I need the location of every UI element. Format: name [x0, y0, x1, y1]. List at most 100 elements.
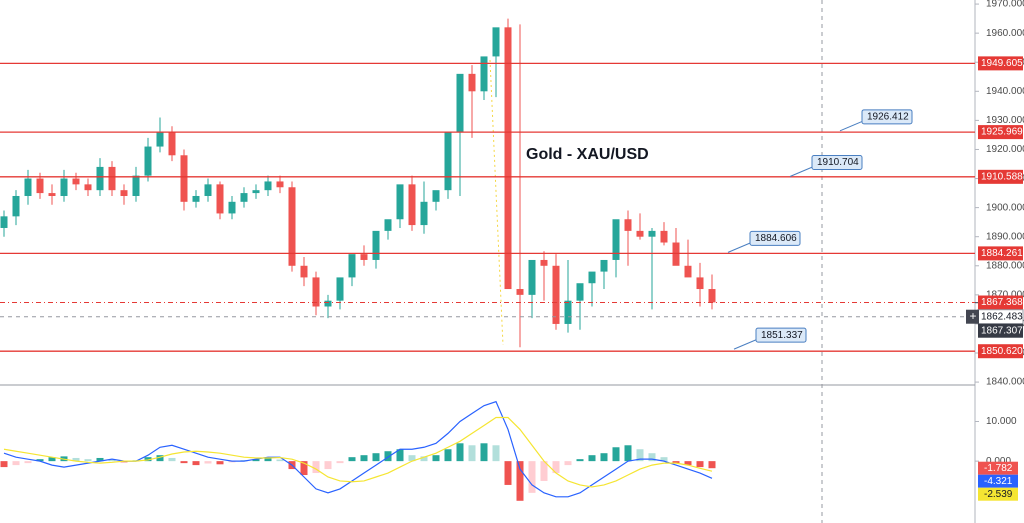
level-label: 1884.261	[981, 248, 1023, 259]
candle-body	[168, 132, 176, 156]
candle-body	[228, 201, 236, 214]
candle-body	[552, 265, 560, 324]
histogram-bar	[144, 457, 152, 462]
callout-label: 1884.606	[755, 233, 797, 244]
histogram-bar	[204, 461, 212, 464]
histogram-bar	[456, 443, 464, 462]
candle-body	[600, 259, 608, 272]
candle-body	[72, 178, 80, 185]
histogram-bar	[324, 461, 332, 470]
histogram-bar	[48, 457, 56, 462]
candle-body	[276, 181, 284, 188]
histogram-bar	[672, 461, 680, 464]
callout-label: 1926.412	[867, 111, 909, 122]
candle-body	[48, 193, 56, 196]
histogram-bar	[540, 461, 548, 481]
histogram-bar	[24, 461, 32, 464]
level-label-box	[978, 125, 1023, 140]
histogram-bar	[636, 449, 644, 462]
candle-body	[360, 254, 368, 260]
histogram-bar	[312, 461, 320, 474]
candle-body	[696, 277, 704, 290]
histogram-bar	[468, 445, 476, 462]
histogram-bar	[552, 461, 560, 474]
histogram-bar	[492, 445, 500, 462]
candle-body	[216, 184, 224, 214]
candle-body	[396, 184, 404, 220]
candle-body	[540, 259, 548, 266]
histogram-bar	[96, 457, 104, 462]
y-tick-label: 1900.000	[986, 202, 1024, 213]
level-label: 1910.588	[981, 171, 1023, 182]
candle-body	[636, 230, 644, 237]
last-value-box	[978, 487, 1018, 501]
last-value-label: -1.782	[984, 463, 1013, 474]
histogram-bar	[300, 461, 308, 476]
callout-label: 1910.704	[817, 157, 859, 168]
candle-body	[576, 283, 584, 301]
histogram-bar	[372, 453, 380, 462]
add-button[interactable]	[966, 309, 979, 324]
histogram-bar	[648, 453, 656, 462]
candle-body	[132, 175, 140, 196]
last-value-box	[978, 461, 1018, 475]
level-label-box	[978, 246, 1023, 261]
candle-body	[384, 219, 392, 231]
candle-body	[444, 132, 452, 191]
histogram-bar	[252, 459, 260, 462]
marker-box	[978, 295, 1023, 310]
histogram-bar	[216, 461, 224, 465]
candle-body	[204, 184, 212, 196]
marker-label: 1862.483	[981, 311, 1023, 322]
histogram-bar	[84, 459, 92, 462]
candle-body	[456, 73, 464, 133]
histogram-bar	[264, 457, 272, 462]
histogram-bar	[396, 449, 404, 462]
y-tick-label: 10.000	[986, 416, 1017, 427]
candle-body	[252, 190, 260, 194]
histogram-bar	[420, 456, 428, 462]
y-tick-label: 1880.000	[986, 260, 1024, 271]
histogram-bar	[480, 443, 488, 462]
histogram-bar	[72, 457, 80, 462]
candle-body	[516, 289, 524, 295]
candle-body	[300, 265, 308, 278]
candle-body	[624, 219, 632, 231]
histogram-bar	[348, 457, 356, 462]
callout-label: 1851.337	[761, 330, 803, 341]
candle-body	[156, 132, 164, 147]
histogram-bar	[192, 461, 200, 466]
y-tick-label: 1970.000	[986, 0, 1024, 10]
last-value-label: -2.539	[984, 489, 1013, 500]
level-label: 1949.605	[981, 58, 1023, 69]
candle-body	[84, 184, 92, 191]
macd-line	[3, 416, 713, 488]
candle-body	[648, 230, 656, 237]
candle-body	[480, 56, 488, 92]
histogram-bar	[108, 459, 116, 462]
histogram-bar	[0, 461, 8, 468]
candle-body	[0, 216, 8, 228]
histogram-bar	[12, 461, 20, 466]
candle-body	[324, 300, 332, 307]
histogram-bar	[600, 453, 608, 462]
histogram-bar	[384, 451, 392, 462]
candle-body	[288, 187, 296, 266]
candle-body	[240, 193, 248, 202]
y-tick-label: 1940.000	[986, 86, 1024, 97]
histogram-bar	[168, 457, 176, 462]
histogram-bar	[528, 461, 536, 493]
candle-body	[672, 242, 680, 266]
candle-body	[24, 178, 32, 196]
y-tick-label: 1870.000	[986, 289, 1024, 300]
chart-title: Gold - XAU/USD	[526, 146, 649, 163]
candle-body	[468, 73, 476, 92]
y-tick-label: 1930.000	[986, 115, 1024, 126]
histogram-bar	[504, 461, 512, 485]
candle-body	[192, 195, 200, 202]
histogram-bar	[696, 461, 704, 468]
candle-body	[180, 155, 188, 202]
candle-body	[60, 178, 68, 196]
level-label-box	[978, 56, 1023, 71]
